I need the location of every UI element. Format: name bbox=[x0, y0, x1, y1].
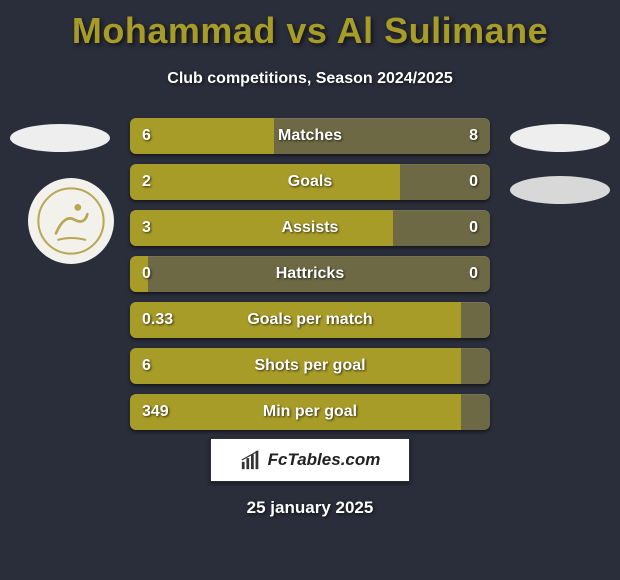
bar-right-value: 0 bbox=[469, 210, 478, 246]
bar-right-value: 0 bbox=[469, 256, 478, 292]
comparison-bars: 6Matches82Goals03Assists00Hattricks00.33… bbox=[130, 118, 490, 440]
chart-bars-icon bbox=[240, 449, 262, 471]
bar-fill bbox=[130, 302, 461, 338]
bar-fill bbox=[130, 210, 393, 246]
club-badge-icon bbox=[37, 187, 105, 255]
bar-left-value: 6 bbox=[142, 348, 151, 384]
page-title: Mohammad vs Al Sulimane bbox=[0, 0, 620, 52]
bar-row: 0.33Goals per match bbox=[130, 302, 490, 338]
bar-right-value: 0 bbox=[469, 164, 478, 200]
bar-left-value: 2 bbox=[142, 164, 151, 200]
bar-left-value: 3 bbox=[142, 210, 151, 246]
player-avatar-left bbox=[10, 124, 110, 152]
watermark-text: FcTables.com bbox=[268, 450, 381, 470]
bar-row: 6Matches8 bbox=[130, 118, 490, 154]
bar-fill bbox=[130, 164, 400, 200]
bar-left-value: 0 bbox=[142, 256, 151, 292]
bar-fill bbox=[130, 348, 461, 384]
date-label: 25 january 2025 bbox=[0, 498, 620, 518]
bar-left-value: 349 bbox=[142, 394, 169, 430]
bar-fill bbox=[130, 394, 461, 430]
bar-label: Hattricks bbox=[130, 256, 490, 292]
bar-row: 3Assists0 bbox=[130, 210, 490, 246]
watermark: FcTables.com bbox=[210, 438, 410, 482]
bar-right-value: 8 bbox=[469, 118, 478, 154]
bar-left-value: 6 bbox=[142, 118, 151, 154]
bar-row: 6Shots per goal bbox=[130, 348, 490, 384]
player-avatar-right-1 bbox=[510, 124, 610, 152]
bar-row: 2Goals0 bbox=[130, 164, 490, 200]
bar-row: 0Hattricks0 bbox=[130, 256, 490, 292]
bar-row: 349Min per goal bbox=[130, 394, 490, 430]
bar-fill bbox=[130, 118, 274, 154]
subtitle: Club competitions, Season 2024/2025 bbox=[0, 70, 620, 88]
player-avatar-right-2 bbox=[510, 176, 610, 204]
club-badge-left bbox=[28, 178, 114, 264]
bar-left-value: 0.33 bbox=[142, 302, 173, 338]
